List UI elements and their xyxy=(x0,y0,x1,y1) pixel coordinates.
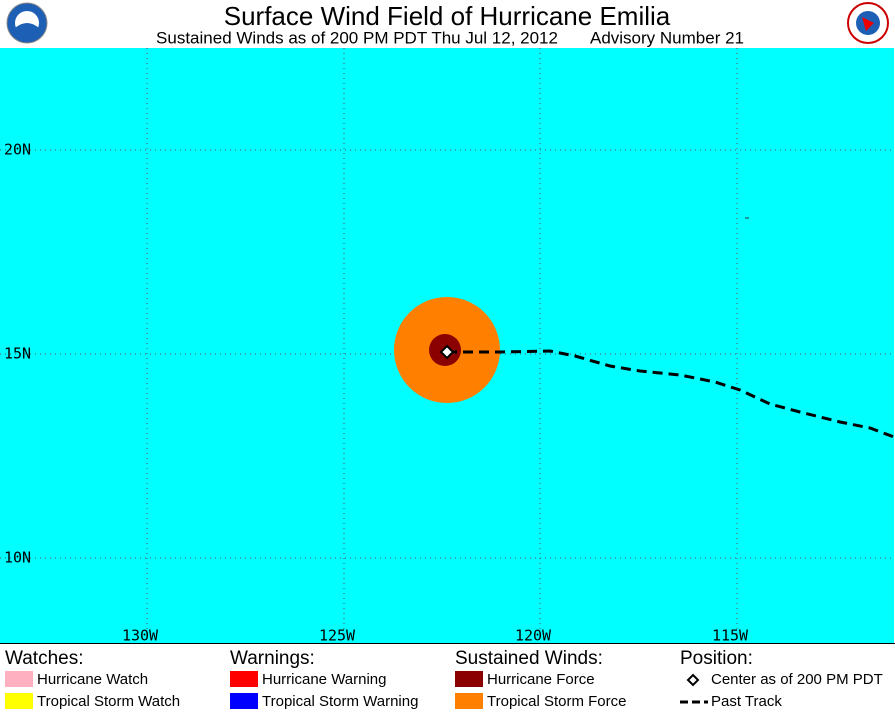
swatch xyxy=(5,693,33,709)
legend-heading: Position: xyxy=(680,648,753,669)
nws-logo xyxy=(847,2,889,44)
lon-label: 130W xyxy=(122,627,159,645)
lon-label: 125W xyxy=(319,627,356,645)
center-symbol xyxy=(686,673,700,687)
legend-item: Hurricane Watch xyxy=(37,671,148,688)
swatch xyxy=(455,693,483,709)
subtitle: Sustained Winds as of 200 PM PDT Thu Jul… xyxy=(156,28,558,47)
legend-item: Center as of 200 PM PDT xyxy=(711,671,883,688)
swatch xyxy=(230,693,258,709)
center-marker xyxy=(439,344,455,360)
legend-item: Past Track xyxy=(711,693,782,710)
lon-label: 115W xyxy=(712,627,749,645)
swatch xyxy=(5,671,33,687)
legend-item: Tropical Storm Watch xyxy=(37,693,180,710)
lat-label: 20N xyxy=(4,141,31,159)
legend-item: Tropical Storm Warning xyxy=(262,693,418,710)
legend-item: Hurricane Warning xyxy=(262,671,387,688)
legend-item: Hurricane Force xyxy=(487,671,595,688)
title: Surface Wind Field of Hurricane Emilia xyxy=(224,1,671,31)
advisory: Advisory Number 21 xyxy=(590,28,744,47)
noaa-logo xyxy=(6,2,48,44)
legend-heading: Warnings: xyxy=(230,648,315,669)
legend-item: Tropical Storm Force xyxy=(487,693,626,710)
lat-label: 10N xyxy=(4,549,31,567)
legend: Watches: Hurricane Watch Tropical Storm … xyxy=(5,648,883,710)
lon-label: 120W xyxy=(515,627,552,645)
legend-heading: Sustained Winds: xyxy=(455,648,603,669)
legend-heading: Watches: xyxy=(5,648,84,669)
swatch xyxy=(455,671,483,687)
lat-label: 15N xyxy=(4,345,31,363)
graticule xyxy=(0,48,894,643)
swatch xyxy=(230,671,258,687)
